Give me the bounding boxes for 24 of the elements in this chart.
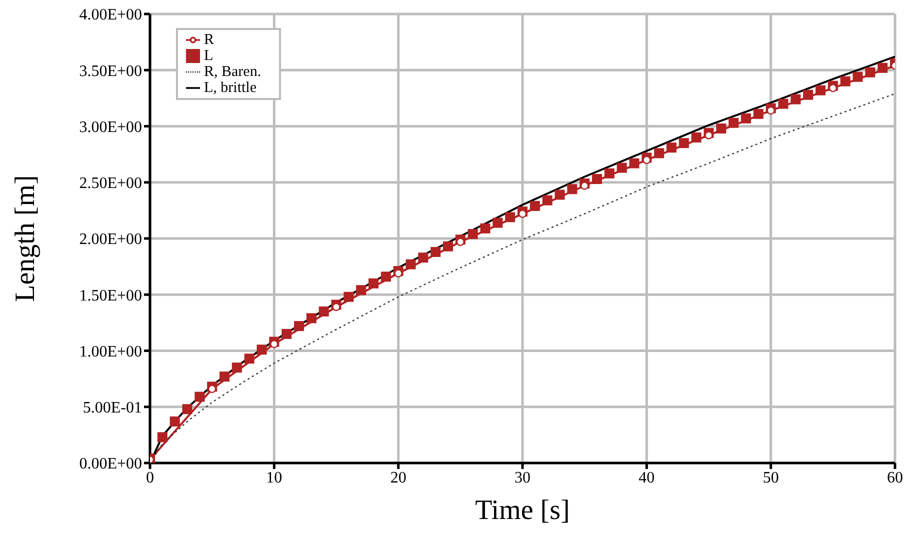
x-tick-label: 10	[266, 469, 282, 486]
y-tick-label: 2.00E+00	[79, 231, 142, 248]
legend-label: L, brittle	[204, 80, 256, 96]
point	[704, 131, 713, 140]
x-tick-label: 0	[146, 469, 154, 486]
y-tick-label: 1.00E+00	[79, 343, 142, 360]
y-tick-label: 3.50E+00	[79, 62, 142, 80]
x-tick-label: 30	[514, 469, 530, 486]
y-tick-label: 5.00E-01	[82, 400, 142, 417]
legend-label: R, Baren.	[204, 64, 262, 80]
x-axis-title: Time [s]	[475, 495, 570, 526]
y-tick-label: 2.50E+00	[79, 175, 142, 192]
y-tick-label: 0.00E+00	[79, 456, 142, 473]
x-tick-label: 20	[390, 469, 406, 486]
y-axis-title: Length [m]	[10, 175, 41, 302]
x-tick-label: 60	[887, 469, 903, 486]
x-tick-label: 50	[762, 469, 779, 486]
legend-label: L	[204, 48, 214, 64]
y-tick-label: 4.00E+00	[79, 6, 142, 24]
y-tick-label: 1.50E+00	[79, 287, 142, 304]
x-tick-label: 40	[638, 469, 655, 486]
point	[394, 269, 402, 278]
y-tick-label: 3.00E+00	[79, 118, 142, 136]
legend-label: R	[204, 32, 214, 48]
